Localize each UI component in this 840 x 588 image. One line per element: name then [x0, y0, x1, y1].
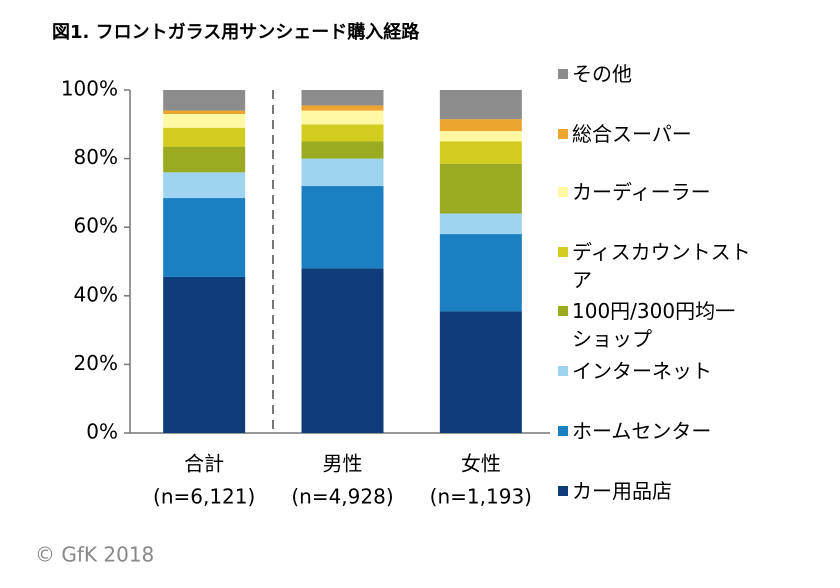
bar-segment — [163, 198, 246, 277]
x-tick-label: 合計 — [184, 452, 224, 476]
legend-swatch — [558, 306, 568, 316]
y-tick-label: 100% — [61, 77, 118, 101]
bar-segment — [301, 90, 384, 106]
legend-swatch — [558, 486, 568, 496]
bar-segment — [301, 141, 384, 159]
legend-label: カーディーラー — [572, 180, 711, 204]
legend-item: インターネット — [558, 357, 758, 385]
legend-swatch — [558, 69, 568, 79]
x-tick-note: (n=1,193) — [430, 485, 532, 509]
bar-segment — [301, 158, 384, 187]
legend-item: カーディーラー — [558, 178, 758, 206]
bar-segment — [301, 105, 384, 111]
bar-segment — [163, 127, 246, 147]
legend-item: 100円/300円均一ショップ — [558, 297, 758, 353]
legend-item: ホームセンター — [558, 417, 758, 445]
x-tick-note: (n=4,928) — [291, 485, 393, 509]
bar-segment — [163, 172, 246, 199]
bar-segment — [439, 119, 522, 132]
legend-label: 総合スーパー — [572, 122, 692, 146]
legend-item: ディスカウントストア — [558, 238, 758, 294]
y-tick-label: 40% — [74, 282, 118, 306]
bar-segment — [301, 124, 384, 142]
legend-label: インターネット — [572, 359, 712, 383]
legend-label: ディスカウントストア — [572, 240, 751, 292]
bar-segment — [301, 110, 384, 125]
bar-segment — [439, 234, 522, 312]
legend-label: 100円/300円均一ショップ — [572, 299, 736, 351]
legend-swatch — [558, 187, 568, 197]
legend-label: その他 — [572, 62, 632, 86]
y-tick-label: 0% — [86, 420, 118, 444]
bar-segment — [301, 186, 384, 269]
bar-segment — [439, 311, 522, 433]
y-tick-label: 20% — [74, 351, 118, 375]
y-tick-label: 80% — [74, 145, 118, 169]
bar-segment — [301, 268, 384, 433]
bar-segment — [439, 141, 522, 164]
bar-segment — [163, 90, 246, 111]
copyright: © GfK 2018 — [35, 543, 154, 567]
legend-label: ホームセンター — [572, 419, 712, 443]
legend-item: 総合スーパー — [558, 120, 758, 148]
bar-segment — [439, 163, 522, 214]
bar-segment — [439, 213, 522, 235]
bar-segment — [163, 114, 246, 128]
legend-item: カー用品店 — [558, 477, 758, 505]
bar-segment — [439, 90, 522, 120]
legend-swatch — [558, 366, 568, 376]
legend-label: カー用品店 — [572, 479, 672, 503]
legend-swatch — [558, 426, 568, 436]
bar-segment — [439, 131, 522, 142]
x-tick-label: 男性 — [323, 452, 363, 476]
x-tick-note: (n=6,121) — [153, 485, 255, 509]
legend-swatch — [558, 247, 568, 257]
legend-swatch — [558, 129, 568, 139]
bar-segment — [163, 146, 246, 173]
chart-title: 図1. フロントガラス用サンシェード購入経路 — [52, 21, 420, 43]
bar-segment — [163, 110, 246, 115]
y-tick-label: 60% — [74, 214, 118, 238]
x-tick-label: 女性 — [461, 452, 501, 476]
legend-item: その他 — [558, 60, 758, 88]
bar-segment — [163, 276, 246, 433]
